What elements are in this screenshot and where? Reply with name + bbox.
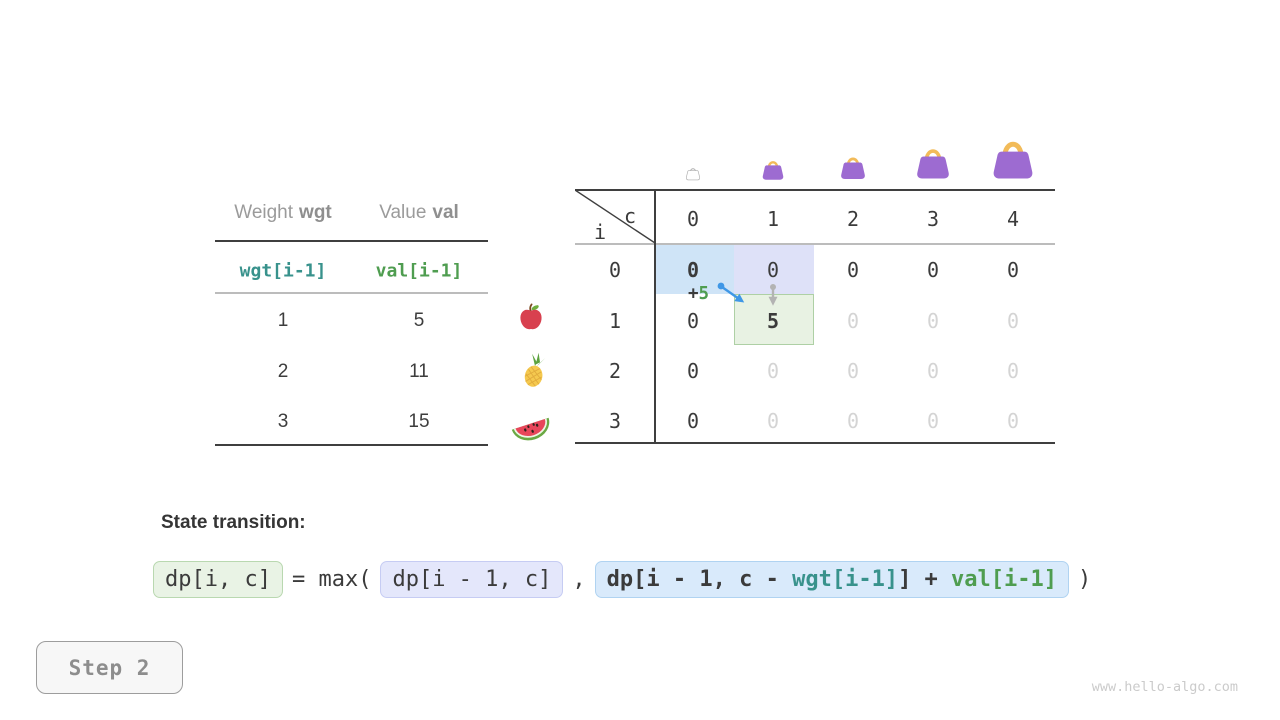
dp-cell-r0c2: 0 — [846, 258, 860, 282]
dp-cell-r3c3: 0 — [926, 409, 940, 433]
gain-value: 5 — [698, 284, 710, 304]
dp-border-bottom — [575, 442, 1055, 444]
dp-corner-row-var: i — [593, 220, 607, 244]
step-badge: Step 2 — [36, 641, 183, 694]
dp-corner-diagonal — [575, 190, 655, 243]
dp-cell-r1c2: 0 — [846, 309, 860, 333]
dp-label-column-divider — [654, 189, 656, 444]
value-column-header: Value val — [379, 202, 459, 224]
val-formula-cell: val[i-1] — [375, 260, 463, 282]
dp-cell-r1c4: 0 — [1006, 309, 1020, 333]
dp-cell-r3c4: 0 — [1006, 409, 1020, 433]
skip-item-term: dp[i - 1, c] — [380, 561, 564, 598]
item3-weight: 3 — [277, 411, 289, 432]
state-transition-heading: State transition: — [161, 512, 306, 533]
dp-current-cell-term: dp[i, c] — [153, 561, 283, 598]
dp-col-header-1: 1 — [766, 207, 780, 231]
watermelon-icon — [509, 399, 553, 443]
dp-col-header-3: 3 — [926, 207, 940, 231]
dp-row-label-2: 2 — [608, 359, 622, 383]
dp-cell-r0c1: 0 — [766, 258, 780, 282]
item2-weight: 2 — [277, 361, 289, 382]
dp-corner-col-var: c — [623, 204, 637, 228]
equals-max-operator: = max( — [291, 567, 372, 592]
item2-value: 11 — [409, 361, 429, 382]
dp-cell-r1c1: 5 — [766, 309, 780, 333]
wgt-formula-cell: wgt[i-1] — [239, 260, 327, 282]
dp-cell-r0c0: 0 — [686, 258, 700, 282]
dp-cell-r1c0: 0 — [686, 309, 700, 333]
dp-cell-r3c2: 0 — [846, 409, 860, 433]
dp-cell-r2c1: 0 — [766, 359, 780, 383]
weight-header-code: wgt — [299, 202, 332, 223]
dp-border-top — [575, 189, 1055, 191]
dp-cell-r0c4: 0 — [1006, 258, 1020, 282]
value-header-code: val — [432, 202, 459, 223]
bag-empty-icon — [684, 163, 702, 181]
value-gain-annotation: +5 — [688, 285, 709, 303]
dp-row-label-1: 1 — [608, 309, 622, 333]
site-watermark: www.hello-algo.com — [1091, 679, 1238, 695]
bag-large-icon — [913, 140, 953, 181]
table-divider-bottom — [215, 444, 488, 446]
dp-cell-r0c3: 0 — [926, 258, 940, 282]
include-term-prefix: dp[i - 1, c - — [606, 567, 793, 592]
bag-medium-icon — [838, 150, 868, 181]
dp-cell-r2c0: 0 — [686, 359, 700, 383]
include-item-term: dp[i - 1, c - wgt[i-1]] + val[i-1] — [594, 561, 1070, 598]
bag-xlarge-icon — [988, 132, 1038, 181]
table-divider-middle — [215, 292, 488, 294]
weight-column-header: Weight wgt — [234, 202, 332, 224]
dp-col-header-4: 4 — [1006, 207, 1020, 231]
dp-cell-r3c0: 0 — [686, 409, 700, 433]
dp-cell-r2c3: 0 — [926, 359, 940, 383]
include-term-val: val[i-1] — [951, 567, 1058, 592]
dp-col-header-2: 2 — [846, 207, 860, 231]
weight-header-text: Weight — [234, 202, 294, 223]
dp-cell-r3c1: 0 — [766, 409, 780, 433]
bag-small-icon — [760, 155, 786, 181]
item1-weight: 1 — [277, 310, 289, 331]
value-header-text: Value — [379, 202, 427, 223]
dp-cell-r2c2: 0 — [846, 359, 860, 383]
dp-cell-r2c4: 0 — [1006, 359, 1020, 383]
pineapple-icon — [515, 351, 553, 390]
dp-row-label-0: 0 — [608, 258, 622, 282]
dp-cell-r1c3: 0 — [926, 309, 940, 333]
plus-sign: + — [688, 284, 699, 304]
dp-col-header-0: 0 — [686, 207, 700, 231]
close-paren: ) — [1078, 567, 1092, 592]
include-term-mid: ] + — [898, 567, 952, 592]
item3-value: 15 — [408, 411, 430, 432]
table-divider-top — [215, 240, 488, 242]
item1-value: 5 — [413, 310, 425, 331]
state-transition-formula: dp[i, c] = max( dp[i - 1, c] , dp[i - 1,… — [153, 561, 1100, 598]
dp-row-label-3: 3 — [608, 409, 622, 433]
dp-header-underline — [575, 243, 1055, 245]
apple-icon — [516, 302, 546, 332]
include-term-wgt: wgt[i-1] — [792, 567, 899, 592]
comma-separator: , — [572, 567, 586, 592]
